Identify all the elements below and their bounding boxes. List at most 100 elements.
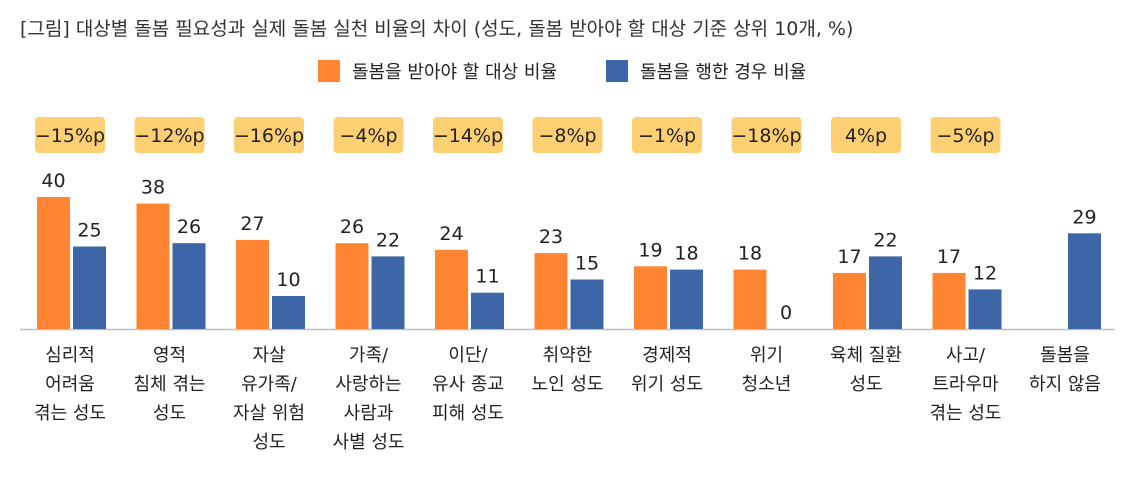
category-label-line: 유가족/ bbox=[241, 374, 298, 395]
category-label-line: 성도 bbox=[153, 403, 186, 424]
legend: 돌봄을 받아야 할 대상 비율 돌봄을 행한 경우 비율 bbox=[0, 58, 1134, 88]
legend-label-practice: 돌봄을 행한 경우 비율 bbox=[640, 62, 807, 83]
category-label-line: 가족/ bbox=[349, 345, 389, 366]
category-label-line: 사랑하는 bbox=[335, 374, 401, 395]
value-label-need: 23 bbox=[539, 226, 563, 248]
category-label-line: 성도 bbox=[252, 432, 285, 453]
difference-badge bbox=[731, 117, 802, 153]
difference-badge bbox=[632, 117, 702, 153]
bar-practice bbox=[968, 289, 1002, 329]
value-label-need: 24 bbox=[439, 223, 463, 245]
value-label-need: 18 bbox=[738, 243, 762, 265]
value-label-practice: 29 bbox=[1072, 206, 1096, 228]
bar-practice bbox=[371, 256, 405, 329]
value-label-practice: 12 bbox=[973, 262, 997, 284]
difference-label: −18%p bbox=[731, 125, 801, 147]
bar-practice bbox=[670, 269, 703, 329]
value-label-need: 40 bbox=[41, 170, 65, 192]
value-label-practice: 22 bbox=[873, 229, 897, 251]
category-label-line: 성도 bbox=[849, 374, 882, 395]
legend-item-need: 돌봄을 받아야 할 대상 비율 bbox=[318, 58, 557, 84]
category-label-line: 유사 종교 bbox=[432, 374, 504, 395]
difference-label: −12%p bbox=[134, 125, 204, 147]
bar-need bbox=[634, 266, 667, 329]
bar-practice bbox=[869, 256, 902, 329]
category-label-line: 사고/ bbox=[946, 345, 986, 366]
difference-label: −4%p bbox=[339, 125, 397, 147]
difference-badge bbox=[532, 117, 603, 153]
category-label-line: 자살 bbox=[252, 345, 285, 366]
difference-label: −14%p bbox=[433, 125, 503, 147]
value-label-practice: 22 bbox=[376, 229, 400, 251]
category-label-line: 겪는 성도 bbox=[930, 403, 1002, 424]
legend-swatch-practice bbox=[606, 60, 628, 82]
difference-badge bbox=[433, 117, 503, 153]
category-label-line: 돌봄을 bbox=[1040, 345, 1090, 366]
difference-label: −8%p bbox=[538, 125, 596, 147]
bar-practice bbox=[570, 279, 604, 329]
category-label-line: 영적 bbox=[153, 345, 186, 366]
category-label-line: 사별 성도 bbox=[333, 432, 405, 453]
difference-label: −15%p bbox=[35, 125, 105, 147]
category-label: 이단/유사 종교 피해 성도 bbox=[432, 345, 504, 424]
bar-practice bbox=[1068, 233, 1101, 329]
bar-need bbox=[236, 239, 269, 329]
bar-need bbox=[335, 243, 369, 329]
difference-badge bbox=[234, 117, 304, 153]
bar-need bbox=[435, 249, 468, 329]
category-label-line: 취약한 bbox=[543, 345, 593, 366]
value-label-practice: 15 bbox=[575, 253, 599, 275]
category-label-line: 위기 bbox=[750, 345, 783, 366]
difference-badge bbox=[35, 117, 105, 153]
category-label-line: 트라우마 bbox=[932, 374, 999, 395]
chart-title: [그림] 대상별 돌봄 필요성과 실제 돌봄 실천 비율의 차이 (성도, 돌봄… bbox=[20, 18, 854, 40]
category-label-line: 사람과 bbox=[344, 403, 394, 424]
bar-practice bbox=[471, 292, 504, 329]
value-label-practice: 0 bbox=[780, 302, 792, 324]
category-label-line: 침체 겪는 bbox=[134, 374, 206, 395]
value-label-practice: 18 bbox=[674, 243, 698, 265]
bar-need bbox=[733, 269, 767, 329]
bar-need bbox=[932, 272, 966, 329]
difference-label: −5%p bbox=[936, 125, 994, 147]
category-label-line: 심리적 bbox=[45, 345, 95, 366]
bar-practice bbox=[73, 246, 106, 329]
category-label-line: 위기 성도 bbox=[631, 374, 703, 395]
difference-label: 4%p bbox=[845, 125, 887, 147]
category-label-line: 하지 않음 bbox=[1029, 374, 1101, 395]
value-label-need: 26 bbox=[340, 216, 364, 238]
difference-badge bbox=[930, 117, 1001, 153]
difference-badge bbox=[831, 117, 901, 153]
category-label-line: 청소년 bbox=[742, 374, 792, 395]
bar-need bbox=[136, 203, 170, 329]
difference-label: −16%p bbox=[234, 125, 304, 147]
bar-practice bbox=[272, 296, 305, 329]
value-label-practice: 11 bbox=[475, 266, 499, 288]
value-label-need: 19 bbox=[638, 239, 662, 261]
category-label-line: 노인 성도 bbox=[532, 374, 604, 395]
value-label-practice: 26 bbox=[177, 216, 201, 238]
difference-label: −1%p bbox=[638, 125, 696, 147]
bar-practice bbox=[172, 243, 206, 329]
value-label-need: 17 bbox=[937, 246, 961, 268]
bar-need bbox=[833, 272, 866, 329]
legend-label-need: 돌봄을 받아야 할 대상 비율 bbox=[352, 62, 558, 83]
value-label-need: 27 bbox=[240, 213, 264, 235]
category-label-line: 경제적 bbox=[642, 345, 692, 366]
category-label-line: 어려움 bbox=[45, 374, 95, 395]
value-label-need: 38 bbox=[141, 177, 165, 199]
category-label-line: 자살 위험 bbox=[233, 403, 305, 424]
difference-badge bbox=[333, 117, 404, 153]
bar-need bbox=[37, 197, 70, 329]
category-label-line: 겪는 성도 bbox=[34, 403, 106, 424]
